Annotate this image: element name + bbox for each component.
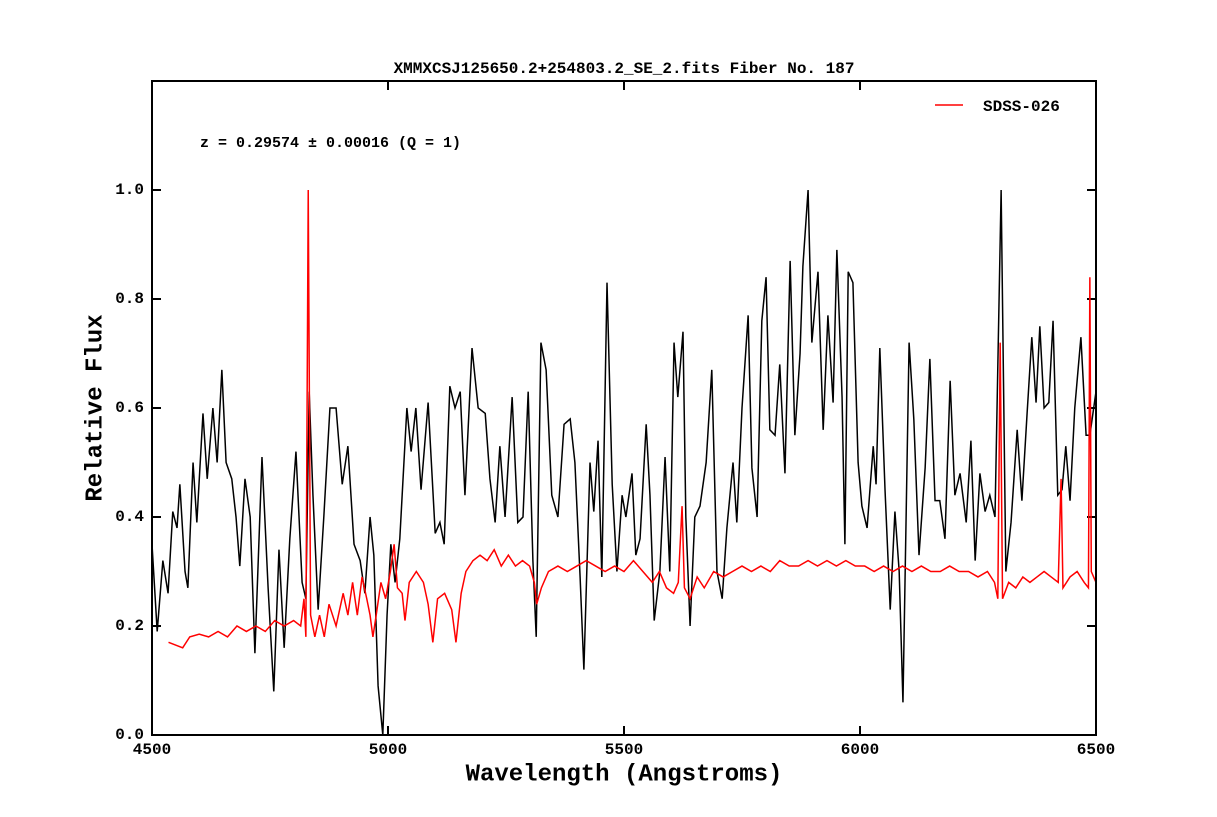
- x-axis-label: Wavelength (Angstroms): [466, 761, 783, 788]
- y-tick-label: 0.2: [115, 617, 144, 635]
- spectrum-line: [151, 189, 1097, 736]
- annotation: z = 0.29574 ± 0.00016 (Q = 1): [200, 135, 461, 152]
- chart-title: XMMXCSJ125650.2+254803.2_SE_2.fits Fiber…: [394, 60, 855, 78]
- plot-frame: [151, 80, 1097, 736]
- x-tick-label: 4500: [133, 741, 171, 759]
- x-tick-label: 5000: [369, 741, 407, 759]
- y-tick-label: 1.0: [115, 181, 144, 199]
- y-axis-label: Relative Flux: [82, 314, 109, 501]
- spectrum-line: [168, 189, 1097, 649]
- x-tick-label: 5500: [605, 741, 643, 759]
- x-tick-label: 6500: [1077, 741, 1115, 759]
- x-tick-label: 6000: [841, 741, 879, 759]
- y-tick-label: 0.8: [115, 290, 144, 308]
- legend-label: SDSS-026: [983, 98, 1060, 116]
- y-tick-label: 0.6: [115, 399, 144, 417]
- y-tick-label: 0.0: [115, 726, 144, 744]
- y-tick-label: 0.4: [115, 508, 144, 526]
